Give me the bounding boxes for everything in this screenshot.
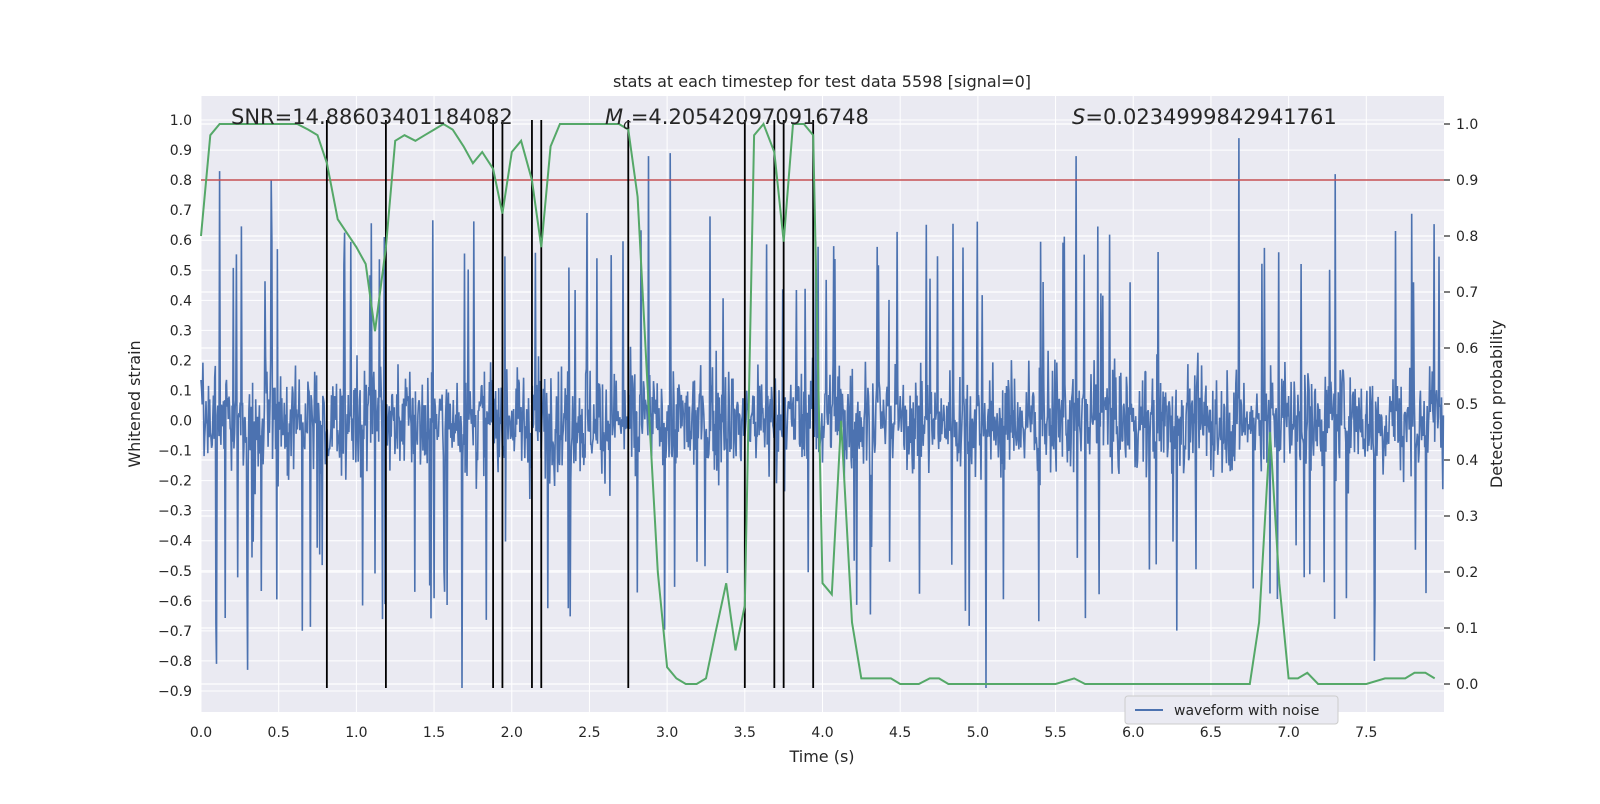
left-y-tick-label: 0.5 [170,263,192,279]
waveform-line [200,138,1445,689]
s-symbol: S [1072,105,1085,129]
left-y-tick-label: 0.9 [170,143,192,159]
right-y-tick-label: 1.0 [1456,117,1478,133]
left-y-tick-label: −0.5 [158,564,192,580]
left-y-tick-label: 0.3 [170,323,192,339]
left-y-tick-label: 0.2 [170,353,192,369]
right-y-axis-ticks: 1.0 0.9 0.8 0.7 0.6 0.5 0.4 0.3 0.2 0.1 0.0 [1444,117,1478,693]
right-y-tick-label: 0.1 [1456,621,1478,637]
right-y-tick-label: 0.0 [1456,677,1478,693]
right-y-tick-label: 0.7 [1456,285,1478,301]
right-y-tick-label: 0.8 [1456,229,1478,245]
left-y-axis-ticks: 1.0 0.9 0.8 0.7 0.6 0.5 0.4 0.3 0.2 0.1 0.0 −0.1 −0.… [158,113,192,700]
chirp-mass-annotation: Mc=4.205420970916748 [605,105,869,133]
x-tick-label: 1.0 [345,725,367,741]
left-y-tick-label: −0.8 [158,654,192,670]
x-tick-label: 6.5 [1200,725,1222,741]
left-y-tick-label: −0.4 [158,534,192,550]
snr-annotation: SNR=14.88603401184082 [231,105,513,129]
x-tick-label: 3.5 [734,725,756,741]
x-tick-label: 4.5 [889,725,911,741]
x-tick-label: 4.0 [811,725,833,741]
right-y-tick-label: 0.9 [1456,173,1478,189]
x-axis-label: Time (s) [788,747,854,766]
right-y-tick-label: 0.2 [1456,565,1478,581]
left-y-tick-label: 0.8 [170,173,192,189]
x-tick-label: 6.0 [1122,725,1144,741]
s-annotation: S=0.0234999842941761 [1072,105,1337,129]
left-y-axis-label: Whitened strain [125,340,144,467]
x-tick-label: 7.0 [1277,725,1299,741]
left-y-tick-label: 0.1 [170,383,192,399]
left-y-tick-label: 1.0 [170,113,192,129]
left-y-tick-label: 0.6 [170,233,192,249]
left-y-tick-label: −0.7 [158,624,192,640]
left-y-tick-label: −0.9 [158,684,192,700]
left-y-tick-label: 0.4 [170,293,192,309]
chart-title: stats at each timestep for test data 559… [613,72,1031,91]
left-y-tick-label: −0.3 [158,504,192,520]
x-tick-label: 0.5 [268,725,290,741]
s-value: =0.0234999842941761 [1085,105,1336,129]
x-tick-label: 0.0 [190,725,212,741]
left-y-tick-label: −0.6 [158,594,192,610]
probability-line [200,122,1436,685]
x-tick-label: 2.0 [501,725,523,741]
chirp-mass-value: =4.205420970916748 [631,105,869,129]
x-tick-label: 1.5 [423,725,445,741]
x-tick-label: 5.5 [1044,725,1066,741]
legend-box [1124,695,1339,725]
left-y-tick-label: 0.0 [170,414,192,430]
right-y-tick-label: 0.6 [1456,341,1478,357]
right-y-tick-label: 0.3 [1456,509,1478,525]
waveform-series [200,138,1445,689]
x-tick-label: 5.0 [967,725,989,741]
right-y-tick-label: 0.5 [1456,397,1478,413]
x-tick-label: 2.5 [578,725,600,741]
right-y-tick-label: 0.4 [1456,453,1478,469]
x-tick-label: 7.5 [1355,725,1377,741]
left-y-tick-label: −0.2 [158,474,192,490]
x-tick-label: 3.0 [656,725,678,741]
left-y-tick-label: −0.1 [158,444,192,460]
chirp-mass-symbol: M [605,105,623,129]
chirp-mass-subscript: c [623,117,631,133]
probability-series [200,122,1436,685]
left-y-tick-label: 0.7 [170,203,192,219]
legend: waveform with noise [1124,695,1339,725]
right-y-axis-label: Detection probability [1487,320,1506,488]
legend-label: waveform with noise [1174,703,1319,719]
x-axis-ticks: 0.0 0.5 1.0 1.5 2.0 2.5 3.0 3.5 4.0 4.5 5.0 5.5 6.0 6… [190,725,1378,741]
